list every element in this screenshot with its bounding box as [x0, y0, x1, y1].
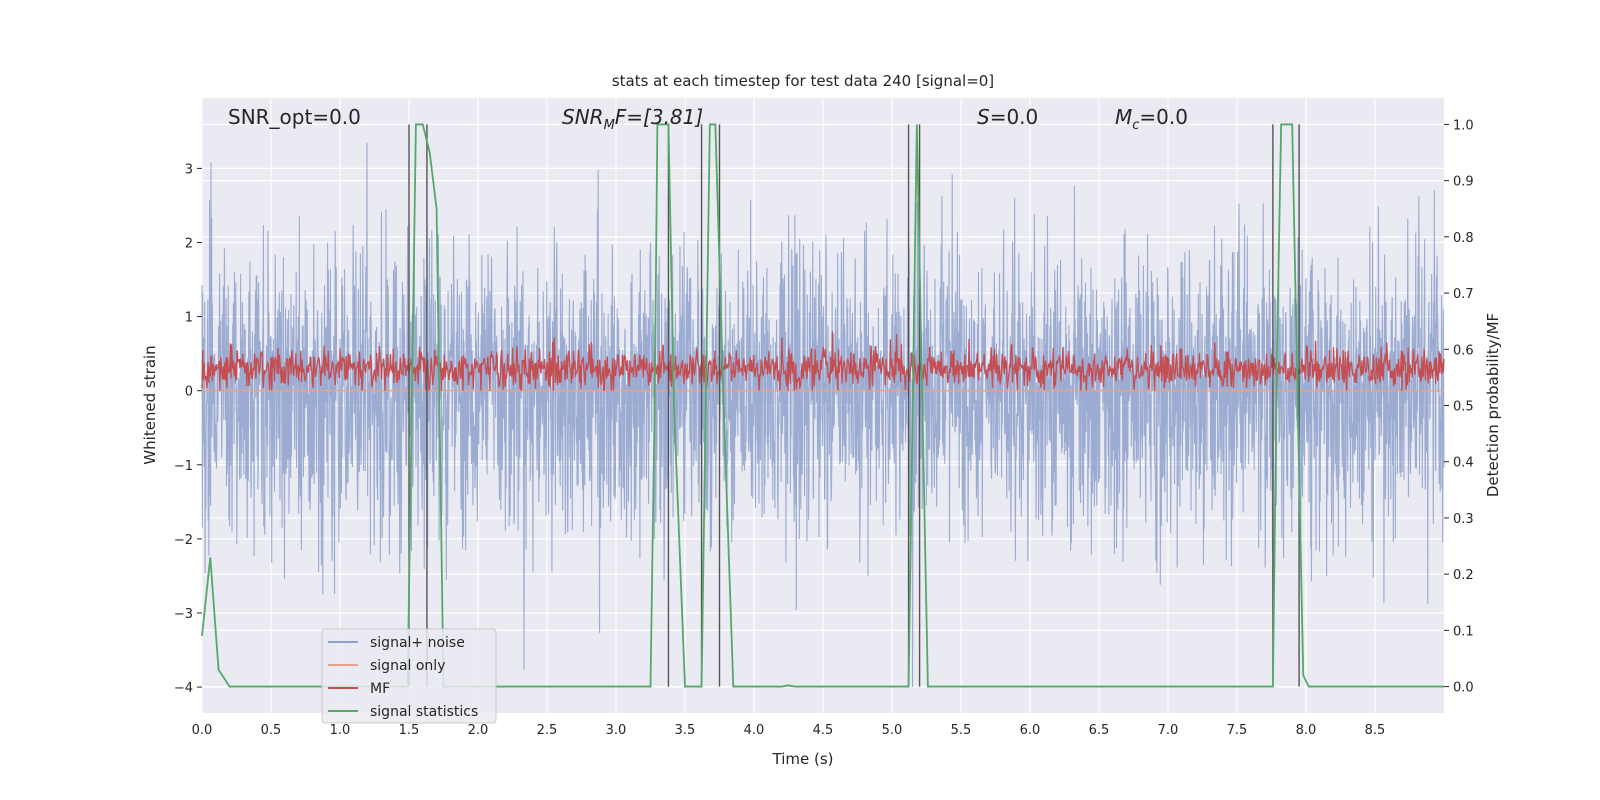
y-right-tick-label: 0.0	[1453, 681, 1474, 696]
x-axis-ticks: 0.0 0.5 1.0 1.5 2.0 2.5 3.0 3.5 4.0 4.5 5.0 5.5 6.0 6…	[192, 723, 1386, 738]
annotation-s: S=0.0	[977, 105, 1038, 129]
x-tick-label: 1.0	[330, 723, 351, 738]
y-right-tick-label: 0.1	[1453, 624, 1474, 639]
x-tick-label: 2.0	[468, 723, 489, 738]
s-rest: =0.0	[990, 105, 1039, 129]
x-tick-label: 4.5	[813, 723, 834, 738]
annotation-mc: Mc=0.0	[1115, 105, 1188, 133]
y-right-tick-label: 0.7	[1453, 287, 1474, 302]
y-right-tick-label: 0.3	[1453, 512, 1474, 527]
x-axis-label: Time (s)	[772, 750, 834, 768]
y-axis-left-label: Whitened strain	[141, 345, 159, 464]
x-tick-label: 3.5	[675, 723, 696, 738]
snr-mf-base: SNR	[562, 105, 604, 129]
x-tick-label: 6.5	[1089, 723, 1110, 738]
x-tick-label: 8.5	[1365, 723, 1386, 738]
x-tick-label: 0.5	[261, 723, 282, 738]
y-left-tick-label: 1	[185, 311, 193, 326]
annotation-snr-mf: SNRMF=[3.81]	[562, 105, 703, 133]
x-tick-label: 0.0	[192, 723, 213, 738]
mc-rest: =0.0	[1139, 105, 1188, 129]
snr-mf-sub: M	[604, 118, 615, 133]
y-right-tick-label: 1.0	[1453, 118, 1474, 133]
legend-label-mf: MF	[370, 681, 390, 697]
y-right-tick-label: 0.6	[1453, 343, 1474, 358]
legend-box	[321, 628, 497, 724]
x-tick-label: 3.0	[606, 723, 627, 738]
y-left-tick-label: −1	[174, 459, 193, 474]
s-var: S	[977, 105, 990, 129]
y-right-tick-label: 0.9	[1453, 175, 1474, 190]
x-tick-label: 8.0	[1296, 723, 1317, 738]
series-signal-statistics	[201, 123, 1444, 688]
x-tick-label: 7.5	[1227, 723, 1248, 738]
legend: signal+ noise signal only MF signal stat…	[321, 628, 497, 724]
y-axis-right-label: Detection probability/MF	[1484, 313, 1502, 497]
legend-label-signal-statistics: signal statistics	[370, 704, 478, 720]
x-tick-label: 4.0	[744, 723, 765, 738]
vertical-markers	[408, 124, 1300, 687]
x-tick-label: 2.5	[537, 723, 558, 738]
x-tick-label: 5.0	[882, 723, 903, 738]
y-left-tick-label: 3	[185, 162, 193, 177]
y-right-tick-label: 0.2	[1453, 568, 1474, 583]
signal-statistics-line	[201, 123, 1444, 688]
x-tick-label: 5.5	[951, 723, 972, 738]
legend-label-signal-only: signal only	[370, 658, 445, 674]
y-left-tick-label: −2	[174, 533, 193, 548]
chart-title: stats at each timestep for test data 240…	[612, 72, 994, 90]
y-left-tick-label: 0	[185, 385, 193, 400]
x-tick-label: 6.0	[1020, 723, 1041, 738]
y-right-tick-label: 0.4	[1453, 456, 1474, 471]
y-left-tick-label: 2	[185, 236, 193, 251]
y-axis-left-ticks: −4 −3 −2 −1 0 1 2 3	[174, 162, 202, 696]
snr-mf-rest: F=[3.81]	[615, 105, 703, 129]
mc-base: M	[1115, 105, 1132, 129]
y-axis-right-ticks: 0.0 0.1 0.2 0.3 0.4 0.5 0.6 0.7 0.8 0.9 1.0	[1444, 118, 1474, 696]
legend-label-signal-noise: signal+ noise	[370, 635, 465, 651]
x-tick-label: 1.5	[399, 723, 420, 738]
y-left-tick-label: −3	[174, 607, 193, 622]
annotation-snr-opt: SNR_opt=0.0	[228, 105, 361, 129]
mc-sub: c	[1132, 118, 1139, 133]
x-tick-label: 7.0	[1158, 723, 1179, 738]
y-left-tick-label: −4	[174, 681, 193, 696]
y-right-tick-label: 0.8	[1453, 231, 1474, 246]
y-right-tick-label: 0.5	[1453, 400, 1474, 415]
